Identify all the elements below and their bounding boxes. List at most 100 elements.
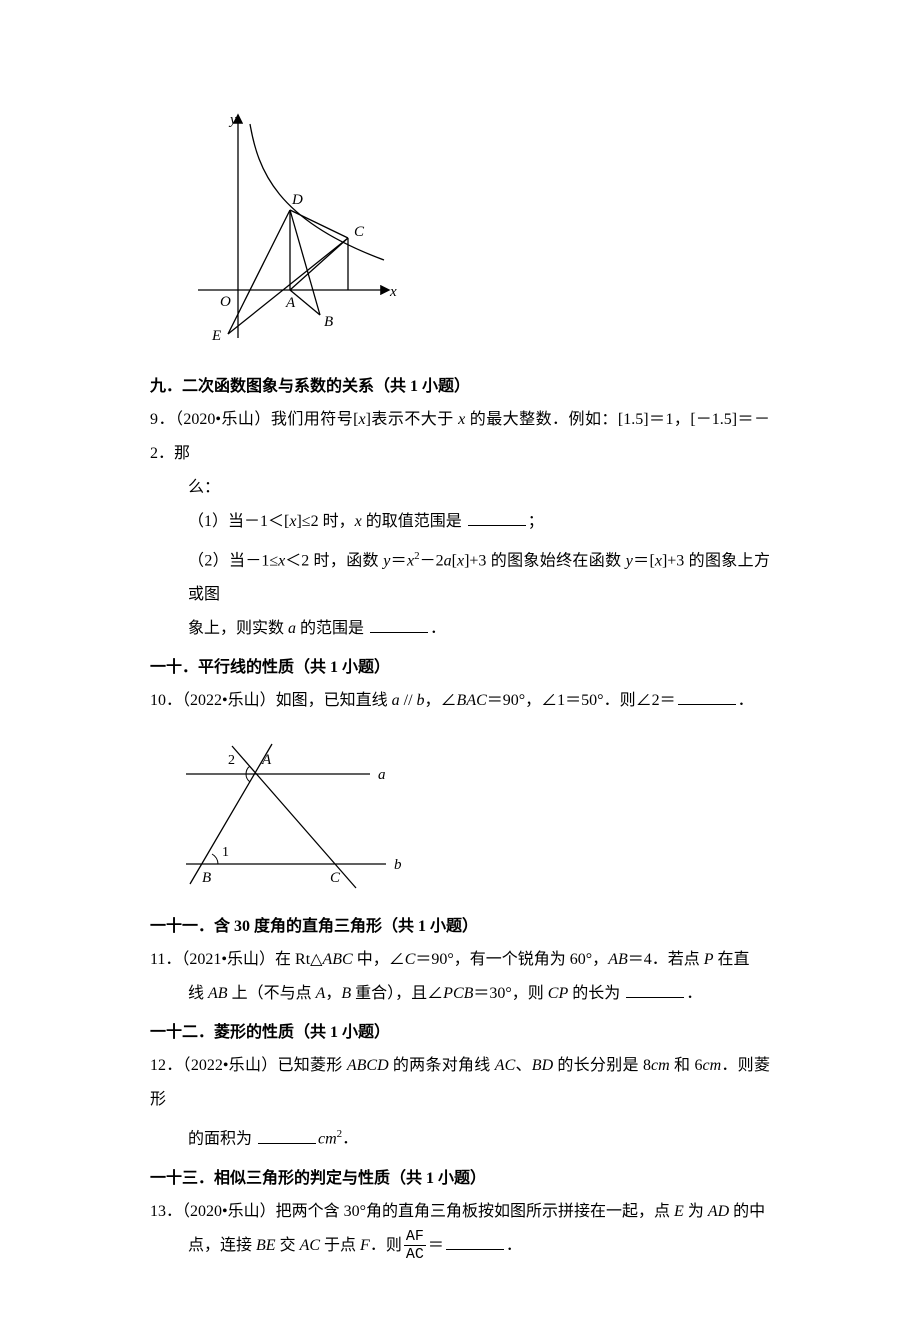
var: AC xyxy=(495,1057,515,1074)
t: // xyxy=(400,692,417,709)
problem-number: 9． xyxy=(150,411,175,428)
t: 的面积为 xyxy=(188,1131,256,1148)
t: ＝4．若点 xyxy=(628,951,704,968)
t: ． xyxy=(738,692,754,709)
t: 中，∠ xyxy=(353,951,405,968)
section-10-heading: 一十．平行线的性质（共 1 小题） xyxy=(150,652,770,684)
t: ． xyxy=(430,620,446,637)
t: ，∠ xyxy=(425,692,457,709)
t: 如图，已知直线 xyxy=(276,692,392,709)
t: 的取值范围是 xyxy=(362,513,466,530)
blank xyxy=(626,983,684,998)
blank xyxy=(446,1234,504,1249)
section-11-heading: 一十一．含 30 度角的直角三角形（共 1 小题） xyxy=(150,911,770,943)
var: ABCD xyxy=(347,1057,389,1074)
var: A xyxy=(316,985,326,1002)
t: 在直 xyxy=(714,951,750,968)
t: 于点 xyxy=(320,1237,360,1254)
problem-source: （2020•乐山） xyxy=(175,411,271,428)
t: 和 6 xyxy=(670,1057,703,1074)
t: 的长为 xyxy=(568,985,624,1002)
var: BD xyxy=(532,1057,553,1074)
svg-text:C: C xyxy=(330,870,341,886)
t: ]+3 的图象始终在函数 xyxy=(464,552,626,569)
svg-text:b: b xyxy=(394,857,402,873)
document-page: y x O A B C D E 九．二次函数图象与系数的关系（共 1 小题） 9… xyxy=(0,0,920,1323)
problem-number: 10． xyxy=(150,692,182,709)
blank xyxy=(258,1128,316,1143)
problem-number: 12． xyxy=(150,1057,183,1074)
t: 的中 xyxy=(729,1203,765,1220)
var: F xyxy=(360,1237,370,1254)
t: 象上，则实数 xyxy=(188,620,288,637)
var: ABC xyxy=(322,951,352,968)
figure-hyperbola: y x O A B C D E xyxy=(190,110,770,351)
problem-source: （2021•乐山） xyxy=(181,951,275,968)
t: ＝90°，∠1＝50°．则∠2＝ xyxy=(487,692,676,709)
t: 把两个含 30°角的直角三角板按如图所示拼接在一起，点 xyxy=(276,1203,674,1220)
var: AB xyxy=(208,985,228,1002)
problem-source: （2020•乐山） xyxy=(182,1203,276,1220)
svg-text:E: E xyxy=(211,328,221,344)
t: 点，连接 xyxy=(188,1237,256,1254)
t: ． xyxy=(686,985,702,1002)
t: ＝ xyxy=(428,1237,444,1254)
problem-12: 12．（2022•乐山）已知菱形 ABCD 的两条对角线 AC、BD 的长分别是… xyxy=(150,1049,770,1156)
t: 上（不与点 xyxy=(228,985,316,1002)
svg-text:D: D xyxy=(291,192,303,208)
t: 的两条对角线 xyxy=(389,1057,495,1074)
blank xyxy=(468,511,526,526)
problem-9: 9．（2020•乐山）我们用符号[x]表示不大于 x 的最大整数．例如：[1.5… xyxy=(150,403,770,646)
t: （1）当－1＜[ xyxy=(188,513,289,530)
svg-text:1: 1 xyxy=(222,845,229,860)
var: E xyxy=(674,1203,684,1220)
t: －2 xyxy=(420,552,444,569)
problem-number: 11． xyxy=(150,951,181,968)
t: ]表示不大于 xyxy=(366,411,459,428)
var: P xyxy=(704,951,714,968)
t: 在 Rt△ xyxy=(275,951,322,968)
svg-text:O: O xyxy=(220,294,231,310)
fraction-num: AF xyxy=(404,1229,426,1246)
problem-number: 13． xyxy=(150,1203,182,1220)
t: ＝30°，则 xyxy=(473,985,547,1002)
t: ＝ xyxy=(390,552,407,569)
problem-10: 10．（2022•乐山）如图，已知直线 a // b，∠BAC＝90°，∠1＝5… xyxy=(150,684,770,718)
var: B xyxy=(341,985,351,1002)
var: AB xyxy=(608,951,628,968)
var: b xyxy=(417,692,425,709)
t: 线 xyxy=(188,985,208,1002)
svg-text:2: 2 xyxy=(228,753,235,768)
t: ＝[ xyxy=(633,552,655,569)
var: C xyxy=(405,951,416,968)
var: a xyxy=(392,692,400,709)
svg-text:A: A xyxy=(285,295,296,311)
blank xyxy=(678,690,736,705)
var: cm xyxy=(702,1057,721,1074)
section-13-heading: 一十三．相似三角形的判定与性质（共 1 小题） xyxy=(150,1163,770,1195)
t: 我们用符号[ xyxy=(271,411,359,428)
svg-text:a: a xyxy=(378,767,386,783)
t: 的长分别是 8 xyxy=(553,1057,651,1074)
t: ， xyxy=(325,985,341,1002)
svg-text:B: B xyxy=(202,870,211,886)
fraction: AFAC xyxy=(404,1229,426,1262)
problem-11: 11．（2021•乐山）在 Rt△ABC 中，∠C＝90°，有一个锐角为 60°… xyxy=(150,943,770,1011)
figure-parallel-lines-svg: a b A B C 1 2 xyxy=(178,734,408,890)
t: 交 xyxy=(276,1237,300,1254)
t: 为 xyxy=(684,1203,708,1220)
var: BE xyxy=(256,1237,276,1254)
var: cm xyxy=(318,1131,337,1148)
figure-hyperbola-svg: y x O A B C D E xyxy=(190,110,400,346)
t: ]≤2 时， xyxy=(296,513,354,530)
t: 、 xyxy=(515,1057,532,1074)
var: AC xyxy=(300,1237,320,1254)
section-9-heading: 九．二次函数图象与系数的关系（共 1 小题） xyxy=(150,371,770,403)
t: ＜2 时，函数 xyxy=(285,552,383,569)
t: 么： xyxy=(150,471,770,505)
blank xyxy=(370,618,428,633)
figure-parallel-lines: a b A B C 1 2 xyxy=(178,734,770,895)
var: CP xyxy=(548,985,568,1002)
t: 的范围是 xyxy=(296,620,368,637)
svg-text:B: B xyxy=(324,314,333,330)
